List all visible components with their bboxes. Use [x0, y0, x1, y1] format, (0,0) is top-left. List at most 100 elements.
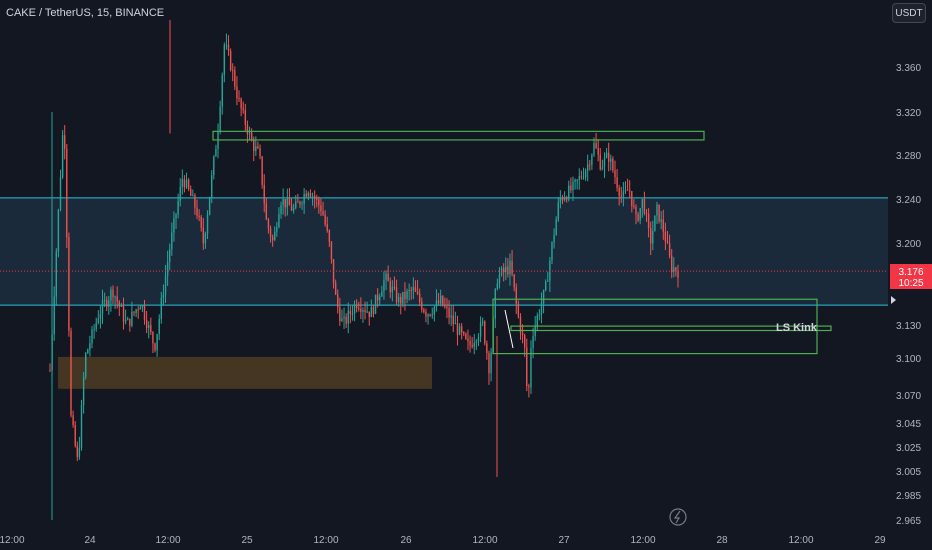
- candle-body: [61, 135, 64, 178]
- candle-body: [448, 307, 450, 318]
- candle-body: [536, 315, 538, 326]
- candle-body: [305, 193, 307, 197]
- candle-body: [276, 227, 278, 232]
- candle-body: [253, 140, 255, 151]
- candle-body: [316, 198, 318, 200]
- candle-body: [299, 201, 301, 205]
- candle-body: [379, 296, 381, 301]
- candle-body: [242, 108, 244, 111]
- candle-body: [372, 307, 375, 314]
- candle-body: [607, 152, 610, 162]
- candle-body: [334, 283, 337, 295]
- candle-body: [563, 198, 566, 201]
- resistance-box: [212, 130, 705, 141]
- candle-body: [473, 343, 475, 347]
- candle-body: [402, 291, 404, 304]
- candle-body: [89, 343, 91, 350]
- candle-body: [194, 195, 196, 208]
- candle-body: [80, 405, 83, 448]
- candle-body: [324, 214, 326, 225]
- candle-body: [326, 224, 328, 231]
- range-channel-zone: [0, 197, 888, 306]
- candle-body: [127, 318, 129, 320]
- candle-body: [549, 260, 551, 281]
- candle-body: [471, 345, 473, 347]
- candle-body: [355, 304, 358, 308]
- candle-body: [626, 189, 629, 191]
- candle-body: [137, 309, 139, 311]
- ls-kink-label: LS Kink: [776, 322, 818, 334]
- candle-body: [223, 45, 226, 76]
- candle-body: [427, 314, 429, 317]
- candle-body: [269, 228, 272, 237]
- candle-body: [673, 267, 675, 272]
- candle-body: [49, 370, 51, 372]
- candle-body: [53, 296, 55, 335]
- candle-body: [643, 198, 646, 214]
- candle-body: [349, 310, 352, 314]
- candle-body: [225, 44, 228, 46]
- candle-body: [110, 289, 112, 301]
- candle-body: [353, 304, 356, 314]
- candle-body: [374, 294, 377, 314]
- candle-body: [150, 325, 152, 332]
- candle-body: [515, 287, 517, 304]
- candle-body: [198, 215, 200, 217]
- candle-body: [467, 338, 469, 342]
- candle-body: [206, 214, 209, 234]
- ls-kink-box: [510, 325, 832, 332]
- y-tick-label-7: 3.070: [896, 391, 921, 402]
- y-tick-label-3: 3.240: [896, 195, 921, 206]
- candle-body: [173, 218, 175, 233]
- candle-body: [481, 321, 484, 323]
- x-tick-label-8: 12:00: [630, 535, 655, 546]
- candle-body: [301, 203, 303, 205]
- candle-body: [76, 445, 79, 457]
- candle-body: [633, 206, 635, 208]
- candle-body: [431, 314, 433, 316]
- candle-body: [265, 203, 268, 220]
- y-tick-label-2: 3.280: [896, 151, 921, 162]
- candle-body: [202, 227, 205, 244]
- candle-body: [442, 295, 444, 306]
- candle-body: [148, 325, 150, 329]
- candle-body: [232, 70, 234, 72]
- y-tick-label-5: 3.130: [896, 321, 921, 332]
- candle-body: [131, 311, 133, 326]
- candle-body: [297, 201, 299, 203]
- candle-body: [578, 176, 580, 180]
- candle-body: [555, 219, 557, 236]
- candle-body: [595, 143, 597, 149]
- candle-body: [395, 287, 398, 303]
- candle-body: [412, 287, 415, 291]
- candle-body: [91, 329, 93, 344]
- candle-body: [307, 192, 310, 197]
- candle-body: [452, 315, 454, 325]
- candle-body: [616, 177, 618, 188]
- candle-body: [97, 318, 100, 323]
- orange-zone: [58, 356, 432, 389]
- candle-body: [517, 303, 520, 317]
- candle-body: [103, 300, 106, 302]
- candle-body: [345, 316, 347, 324]
- candle-body: [234, 70, 236, 87]
- currency-button[interactable]: USDT: [892, 3, 926, 23]
- candle-body: [391, 286, 394, 293]
- candle-body: [670, 255, 673, 272]
- candle-body: [82, 376, 85, 406]
- candle-body: [175, 213, 177, 219]
- candle-body: [145, 319, 148, 329]
- candle-body: [620, 195, 622, 197]
- candle-body: [414, 287, 417, 292]
- x-tick-label-10: 12:00: [788, 535, 813, 546]
- candle-body: [179, 186, 181, 201]
- candle-body: [450, 315, 452, 318]
- scroll-right-icon[interactable]: [891, 296, 896, 304]
- candle-body: [68, 237, 70, 331]
- candle-body: [565, 198, 568, 200]
- candle-body: [322, 211, 324, 215]
- candle-body: [381, 291, 383, 297]
- x-tick-label-3: 25: [241, 535, 253, 546]
- candle-body: [437, 300, 440, 304]
